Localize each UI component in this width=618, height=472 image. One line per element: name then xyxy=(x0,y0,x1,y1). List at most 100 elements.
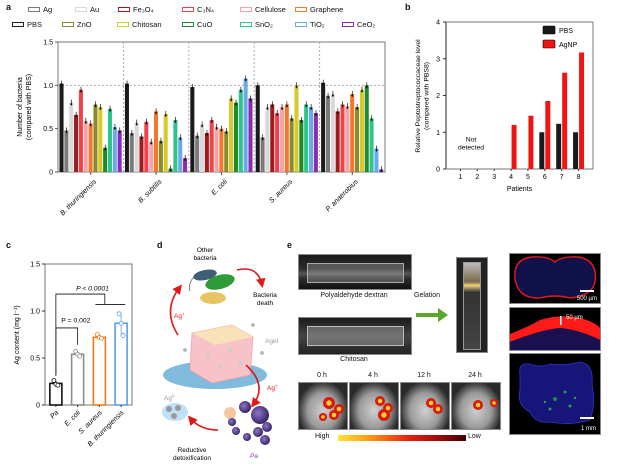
bar xyxy=(359,89,364,172)
y-tick-label: 0.5 xyxy=(43,126,53,133)
data-point xyxy=(244,78,247,81)
y-tick-label: 3 xyxy=(436,56,440,63)
bar xyxy=(270,104,275,172)
data-point xyxy=(360,90,363,93)
scalebar-50-label: 50 µm xyxy=(566,315,583,321)
bar xyxy=(309,107,314,172)
legend-label: C₃N₄ xyxy=(197,5,214,14)
legend-swatch xyxy=(117,22,129,27)
data-point xyxy=(155,111,158,114)
mechanism-diagram: Other bacteria Bacteria death Ag+ Agel A… xyxy=(162,247,279,462)
bar xyxy=(511,124,517,169)
legend-item: CeO₂ xyxy=(342,20,375,29)
bar xyxy=(204,133,209,172)
data-point xyxy=(327,96,330,99)
bar xyxy=(545,101,551,169)
data-point xyxy=(341,104,344,107)
legend-label: SnO₂ xyxy=(255,20,273,29)
y-tick-label: 1.0 xyxy=(30,309,40,316)
y-tick-label: 2 xyxy=(436,93,440,100)
y-tick-label: 0 xyxy=(49,170,53,177)
x-tick-label: 1 xyxy=(458,174,462,181)
legend-label: PBS xyxy=(27,20,43,29)
bar xyxy=(289,118,294,172)
legend-swatch xyxy=(182,22,194,27)
y-tick-label: 0 xyxy=(36,403,40,410)
timepoint-label: 24 h xyxy=(468,372,482,379)
bar xyxy=(117,130,122,172)
bar xyxy=(83,120,88,172)
data-point xyxy=(346,106,349,109)
bar xyxy=(78,89,83,172)
y-tick-label: 0.5 xyxy=(30,356,40,363)
bar xyxy=(265,107,270,172)
bar xyxy=(158,140,163,172)
x-tick-label: E. coli xyxy=(210,178,229,197)
y-tick-label: 4 xyxy=(436,20,440,27)
colorbar xyxy=(338,435,466,441)
data-point xyxy=(126,84,129,87)
data-point xyxy=(230,98,233,101)
data-point xyxy=(239,90,242,93)
data-point xyxy=(98,335,104,341)
photo-chitosan xyxy=(298,317,412,355)
x-tick-label: P. anaerobius xyxy=(325,178,360,213)
bar xyxy=(579,52,585,169)
bar xyxy=(88,123,93,172)
legend-label: Cellulose xyxy=(255,5,286,14)
bar xyxy=(528,115,534,169)
bar xyxy=(190,87,195,172)
legend-swatch xyxy=(75,7,87,12)
data-point xyxy=(249,98,252,101)
legend-item: CuO xyxy=(182,20,212,29)
bar xyxy=(195,135,200,172)
x-tick-label: 3 xyxy=(492,174,496,181)
not-detected-label: detected xyxy=(458,144,484,151)
legend-label: Chitosan xyxy=(132,20,162,29)
data-point xyxy=(130,133,133,136)
pa-bacteria-illustration xyxy=(224,401,272,445)
data-point xyxy=(60,84,63,87)
bar xyxy=(299,120,304,172)
arrow-icon xyxy=(187,415,219,431)
data-point xyxy=(65,130,68,133)
x-tick-label: 5 xyxy=(526,174,530,181)
x-tick-label: 8 xyxy=(577,174,581,181)
histology-image-2: 50 µm xyxy=(509,307,601,351)
x-tick-label: S. aureus xyxy=(268,178,294,204)
bar xyxy=(313,113,318,172)
data-point xyxy=(290,118,293,121)
green-arrow-icon xyxy=(416,308,448,322)
mouse-image xyxy=(349,382,399,430)
data-point xyxy=(370,118,373,121)
legend-label: TiO₂ xyxy=(310,20,325,29)
x-axis-label: Patients xyxy=(507,186,533,193)
mouse-image xyxy=(400,382,450,430)
x-tick-label: B. thuringiensis xyxy=(59,178,98,217)
label-ag0: Ag0 xyxy=(164,394,175,403)
bar xyxy=(70,353,85,406)
bar xyxy=(364,85,369,172)
y-tick-label: 0 xyxy=(436,167,440,174)
data-point xyxy=(305,104,308,107)
legend-label: PBS xyxy=(559,28,573,35)
bar xyxy=(279,107,284,172)
legend-item: ZnO xyxy=(62,20,92,29)
data-point xyxy=(159,141,162,144)
scalebar-1mm-label: 1 mm xyxy=(581,426,596,432)
data-point xyxy=(120,333,126,338)
data-point xyxy=(375,149,378,152)
photo-polyaldehyde-dextran xyxy=(298,254,412,290)
data-point xyxy=(70,103,73,106)
legend-swatch xyxy=(182,7,194,12)
data-point xyxy=(365,85,368,88)
bar-chart-c: 00.51.01.5Ag content (mg l⁻¹)Pa E. coliS.… xyxy=(14,262,133,448)
label-other-bacteria: Other xyxy=(197,247,214,254)
data-point xyxy=(235,103,238,106)
label-pa: Pa xyxy=(250,453,258,460)
bar xyxy=(112,126,117,172)
bar xyxy=(209,120,214,172)
panel-label-b: b xyxy=(405,2,411,12)
data-point xyxy=(356,107,359,110)
data-point xyxy=(164,114,167,117)
